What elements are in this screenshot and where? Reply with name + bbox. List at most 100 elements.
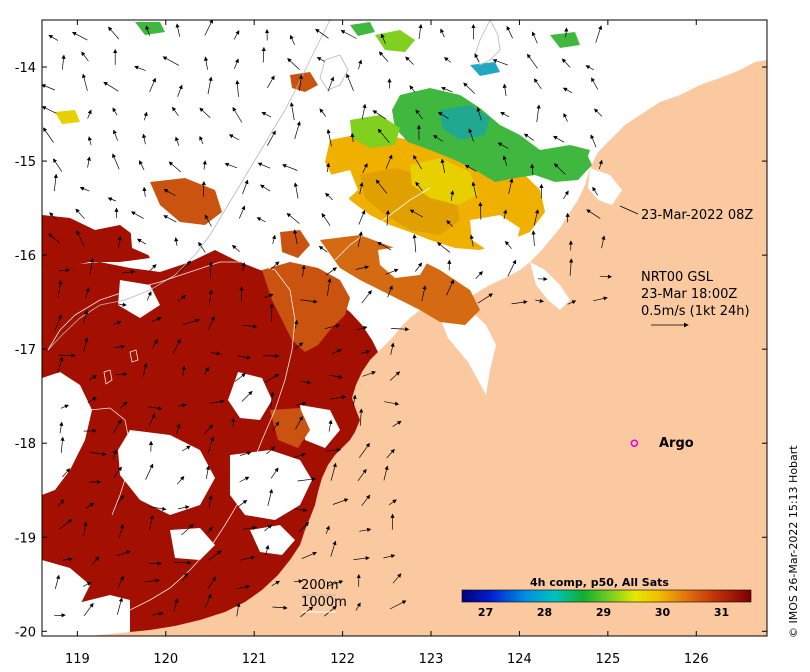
current-arrow	[372, 110, 386, 120]
colorbar-tick-label: 27	[478, 606, 493, 619]
current-arrow	[443, 57, 452, 63]
current-arrow	[535, 298, 544, 303]
current-arrow	[360, 350, 371, 355]
current-arrow	[478, 201, 483, 220]
current-arrow	[441, 86, 453, 93]
current-arrow	[48, 233, 60, 244]
current-arrow	[148, 264, 157, 272]
y-tick-label: -15	[15, 155, 36, 170]
current-arrow	[592, 186, 598, 196]
current-arrow	[392, 420, 402, 427]
current-arrow	[359, 442, 370, 458]
colorbar: 4h comp, p50, All Sats 27 28 29 30 31	[458, 576, 758, 626]
current-arrow	[315, 28, 329, 39]
sst-hot-region	[42, 250, 378, 632]
current-arrow	[266, 130, 276, 146]
current-arrow	[601, 235, 606, 249]
current-arrow	[340, 30, 357, 39]
current-arrow	[298, 74, 304, 91]
current-arrow	[301, 264, 306, 277]
current-arrow	[83, 337, 89, 352]
current-arrow	[81, 73, 88, 91]
current-arrow	[289, 102, 295, 121]
current-arrow	[207, 576, 216, 589]
current-arrow	[392, 573, 402, 584]
current-arrow	[385, 268, 399, 275]
current-arrow	[207, 436, 215, 454]
current-arrow	[301, 551, 317, 560]
current-arrow	[134, 65, 146, 71]
current-arrow	[42, 106, 57, 114]
x-tick-label: 121	[242, 652, 267, 667]
current-arrow	[86, 156, 91, 168]
current-arrow	[271, 580, 281, 587]
current-arrow	[595, 25, 603, 43]
current-arrow	[289, 34, 296, 46]
current-arrow	[355, 602, 361, 611]
current-arrow	[177, 260, 192, 274]
current-arrow	[130, 211, 144, 219]
current-arrow	[409, 85, 416, 93]
current-arrow	[286, 212, 300, 224]
current-arrow	[330, 540, 337, 557]
current-arrow	[107, 197, 117, 202]
current-arrow	[590, 134, 597, 148]
current-arrow	[162, 56, 180, 66]
current-arrow	[112, 449, 117, 460]
current-arrow	[84, 287, 90, 299]
current-arrow	[116, 597, 123, 615]
y-tick-label: -16	[15, 249, 36, 264]
current-arrow	[204, 593, 212, 608]
current-arrow	[362, 163, 368, 174]
current-arrow	[324, 323, 340, 330]
current-arrow	[533, 78, 542, 90]
current-arrow	[59, 421, 64, 434]
current-arrow	[358, 209, 366, 225]
current-arrow	[325, 447, 342, 453]
current-arrow	[270, 391, 275, 409]
current-arrow	[49, 212, 57, 220]
current-arrow	[172, 338, 181, 354]
current-arrow	[511, 300, 528, 305]
current-arrow	[585, 65, 594, 71]
current-arrow	[388, 499, 397, 506]
current-arrow	[174, 560, 192, 565]
current-arrow	[384, 401, 400, 406]
current-arrow	[178, 505, 190, 510]
current-arrow	[92, 556, 100, 565]
current-arrow	[87, 397, 97, 403]
current-arrow	[239, 451, 252, 456]
current-arrow	[228, 134, 240, 141]
current-arrow	[475, 271, 483, 279]
current-arrow	[118, 302, 127, 307]
x-tick-label: 123	[419, 652, 444, 667]
plot-frame	[41, 19, 768, 637]
y-axis: -14 -15 -16 -17 -18 -19 -20	[15, 61, 767, 640]
current-arrow	[176, 475, 185, 485]
current-arrow	[145, 25, 150, 36]
current-arrow	[378, 51, 389, 62]
current-arrow	[152, 339, 158, 349]
current-arrow	[79, 186, 90, 192]
current-arrow	[208, 289, 213, 305]
current-arrow	[199, 107, 211, 119]
current-arrow	[282, 164, 298, 171]
current-arrow	[377, 241, 392, 251]
current-arrow	[567, 300, 577, 305]
current-arrow	[413, 154, 422, 170]
colorbar-tick-label: 31	[714, 606, 729, 619]
current-arrow	[552, 135, 565, 143]
current-arrow	[591, 77, 599, 90]
current-arrows	[42, 20, 612, 618]
current-arrow	[239, 555, 256, 561]
y-tick-label: -20	[15, 625, 36, 640]
current-arrow	[293, 452, 307, 459]
current-arrow	[359, 408, 364, 426]
current-arrow	[415, 109, 423, 120]
current-arrow	[182, 318, 200, 326]
current-arrow	[272, 421, 280, 431]
current-arrow	[54, 314, 63, 331]
current-arrow	[53, 158, 63, 172]
current-arrow	[507, 259, 517, 277]
